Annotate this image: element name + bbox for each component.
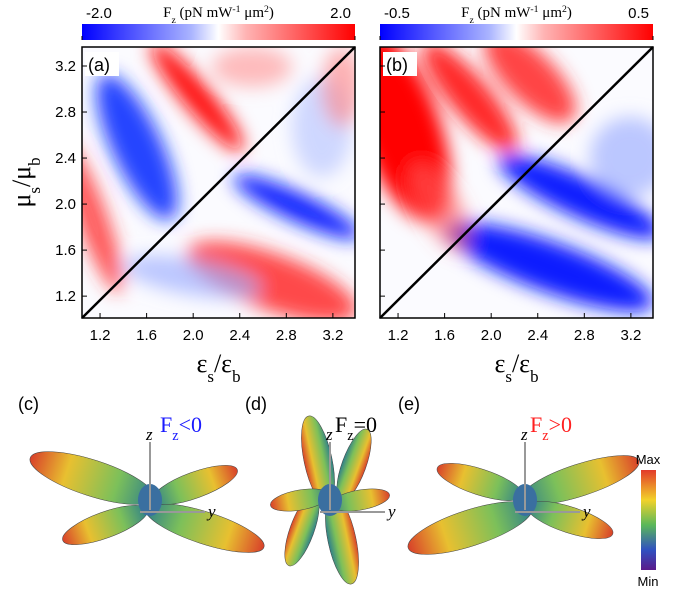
heatmap-region	[590, 117, 670, 197]
condition-label-part: F	[160, 412, 172, 437]
x-tick-label: 1.6	[434, 327, 455, 344]
x-tick-label: 3.2	[620, 327, 641, 344]
colorbar-label: Fz (pN mW-1 μm2)	[163, 4, 274, 26]
colorbar-label-part: μm	[241, 5, 265, 21]
y-axis-label-part: b	[25, 157, 44, 165]
x-tick-label: 2.0	[481, 327, 502, 344]
x-tick-label: 3.2	[322, 327, 343, 344]
colorbar	[380, 24, 653, 40]
x-axis-label-part: ε	[494, 349, 505, 378]
colorbar-label-part: μm	[539, 5, 563, 21]
panel-label: (e)	[398, 394, 420, 414]
colorbar-tick-label: -0.5	[384, 5, 410, 22]
x-axis-label-part: b	[530, 367, 538, 386]
figure: (a) -2.0 2.0 Fz (pN mW-1 μm2) 1.2 1.6 2.0 2.4 2.…	[0, 0, 684, 595]
axis-label: z	[145, 425, 153, 444]
condition-label-part: >0	[549, 412, 572, 437]
x-tick-label: 1.2	[90, 327, 111, 344]
y-tick-label: 1.6	[55, 242, 76, 259]
y-tick-label: 2.0	[55, 196, 76, 213]
x-tick-label: 2.0	[183, 327, 204, 344]
y-axis-label-part: s	[25, 187, 44, 194]
y-tick-label: 2.4	[55, 150, 76, 167]
colorbar-min-label: Min	[638, 574, 659, 589]
colorbar-label-part: (pN mW	[474, 5, 531, 21]
colorbar-label-part: (pN mW	[176, 5, 233, 21]
x-axis-label-part: /ε	[512, 349, 530, 378]
y-axis-label-part: μ	[7, 194, 36, 208]
x-axis-label: εs/εb	[196, 349, 240, 386]
colorbar-label-part: -1	[530, 4, 538, 15]
axis-label: y	[386, 502, 396, 521]
condition-label-part: F	[335, 412, 347, 437]
condition-label: Fz<0	[160, 412, 202, 444]
colorbar-label-part: F	[461, 5, 469, 21]
y-tick-label: 2.8	[55, 104, 76, 121]
axis-label: y	[581, 502, 591, 521]
colorbar-tick-label: -2.0	[86, 5, 112, 22]
panel-label: (d)	[245, 394, 267, 414]
x-axis-label-part: b	[232, 367, 240, 386]
panel-label: (a)	[88, 55, 110, 75]
heatmap-field	[51, 34, 367, 339]
pattern-colorbar	[641, 470, 656, 570]
x-axis-label-part: ε	[196, 349, 207, 378]
colorbar-max-label: Max	[636, 452, 661, 467]
x-axis-label-part: /ε	[214, 349, 232, 378]
x-tick-label: 2.8	[276, 327, 297, 344]
lobe	[523, 494, 617, 547]
x-tick-label: 2.4	[527, 327, 548, 344]
heatmap-region	[212, 47, 292, 87]
y-tick-label: 1.2	[55, 288, 76, 305]
y-axis-label-part: /μ	[7, 166, 36, 187]
radiation-pattern: (d)Fz=0zy	[245, 394, 396, 587]
colorbar-label-part: -1	[232, 4, 240, 15]
condition-label-part: F	[530, 412, 542, 437]
lobe	[58, 497, 151, 552]
x-tick-label: 2.4	[229, 327, 250, 344]
condition-label-part: <0	[179, 412, 202, 437]
heatmap: (a) -2.0 2.0 Fz (pN mW-1 μm2) 1.2 1.6 2.0 2.4 2.…	[7, 4, 366, 386]
colorbar-tick-label: 2.0	[330, 5, 351, 22]
colorbar-label-part: )	[269, 5, 274, 21]
x-axis-label: εs/εb	[494, 349, 538, 386]
condition-label: Fz>0	[530, 412, 572, 444]
colorbar-label: Fz (pN mW-1 μm2)	[461, 4, 572, 26]
colorbar-tick-label: 0.5	[628, 5, 649, 22]
y-axis-label: μs/μb	[7, 157, 44, 207]
colorbar-label-part: )	[567, 5, 572, 21]
x-tick-label: 1.2	[388, 327, 409, 344]
heatmap-panels: (a) -2.0 2.0 Fz (pN mW-1 μm2) 1.2 1.6 2.0 2.4 2.…	[7, 4, 670, 386]
axis-label: y	[206, 502, 216, 521]
colorbar-label-part: F	[163, 5, 171, 21]
x-tick-label: 1.6	[136, 327, 157, 344]
panel-label: (b)	[386, 55, 408, 75]
colorbar	[82, 24, 355, 40]
axis-label: z	[520, 425, 528, 444]
lobe	[433, 456, 527, 509]
x-tick-label: 2.8	[574, 327, 595, 344]
axis-label: z	[325, 425, 333, 444]
radiation-pattern: (e) Fz>0z y	[398, 394, 644, 565]
lobe	[148, 457, 241, 512]
radiation-pattern: (c) Fz<0 z y	[18, 394, 269, 562]
y-tick-label: 3.2	[55, 58, 76, 75]
panel-label: (c)	[18, 394, 39, 414]
heatmap: (b) -0.5 0.5 Fz (pN mW-1 μm2) 1.2 1.6 2.0 2.4 2.…	[328, 4, 670, 386]
